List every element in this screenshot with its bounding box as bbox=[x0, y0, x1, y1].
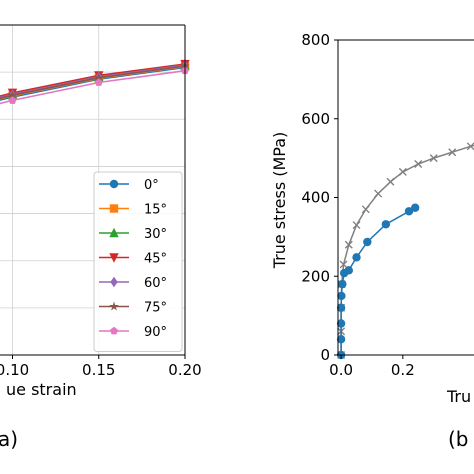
panel-b-y-axis-label: True stress (MPa) bbox=[270, 132, 289, 270]
panel-a-legend-label: 0° bbox=[144, 178, 159, 193]
panel-b-x-axis-label: Tru bbox=[446, 387, 471, 406]
panel-a: 0.10 0.15 0.20 0° 15° 30° 45° 60° 75° 90° ue str… bbox=[0, 24, 202, 451]
panel-a-legend-marker bbox=[109, 227, 119, 238]
panel-b-series-marker bbox=[410, 203, 420, 212]
panel-b-x-tick-label: 0.2 bbox=[391, 361, 415, 379]
panel-b-series-marker bbox=[336, 303, 346, 312]
panel-a-legend-marker bbox=[110, 326, 118, 335]
panel-b-y-tick-label: 400 bbox=[301, 189, 330, 207]
panel-b-series bbox=[336, 142, 474, 360]
panel-b-series-marker bbox=[386, 177, 395, 186]
panel-b-series-marker bbox=[466, 142, 474, 151]
panel-b-series-marker bbox=[336, 319, 346, 328]
panel-b-y-tick-label: 200 bbox=[301, 267, 330, 285]
panel-a-legend-label: 45° bbox=[144, 252, 167, 267]
panel-a-series bbox=[0, 59, 190, 105]
panel-a-legend-frame bbox=[93, 171, 183, 352]
panel-b-series-marker bbox=[339, 260, 348, 269]
panel-b-series-marker bbox=[337, 291, 346, 301]
panel-b-series-line bbox=[340, 207, 416, 355]
panel-b-label: (b bbox=[448, 427, 469, 451]
panel-a-series-marker bbox=[93, 72, 104, 82]
panel-b-series-marker bbox=[352, 221, 361, 230]
panel-a-x-axis-label: ue strain bbox=[6, 380, 77, 399]
panel-b-y-tick-label: 800 bbox=[301, 31, 330, 49]
panel-b-series-marker bbox=[336, 335, 346, 344]
panel-a-legend-marker bbox=[109, 301, 119, 311]
panel-b-series-marker bbox=[344, 240, 353, 249]
panel-a-series-line bbox=[0, 69, 186, 105]
panel-a-x-tick-label: 0.20 bbox=[168, 361, 201, 379]
panel-b-y-tick-label: 0 bbox=[320, 346, 330, 364]
panel-b-series-marker bbox=[429, 154, 438, 163]
panel-b-series-marker bbox=[352, 253, 361, 262]
panel-b-series-marker bbox=[361, 205, 370, 214]
panel-a-legend-label: 60° bbox=[144, 276, 167, 291]
panel-b-series-marker bbox=[363, 237, 372, 247]
panel-a-axes: 0.10 0.15 0.20 bbox=[0, 24, 202, 379]
panel-a-legend-label: 30° bbox=[144, 227, 167, 242]
panel-b-y-tick-label: 600 bbox=[301, 110, 330, 128]
panel-a-legend-marker bbox=[110, 276, 118, 288]
panel-b-series-line bbox=[340, 144, 474, 355]
panel-b-series-marker bbox=[404, 207, 414, 216]
panel-a-series-marker bbox=[7, 90, 18, 100]
panel-b-series-marker bbox=[448, 148, 457, 157]
panel-b-axes: 0 200 400 600 800 0.0 0.2 bbox=[301, 31, 474, 379]
panel-a-label: a) bbox=[0, 427, 18, 451]
panel-a-series-marker bbox=[8, 96, 17, 104]
panel-a-legend-marker bbox=[109, 253, 119, 263]
panel-b-series-marker bbox=[398, 167, 407, 176]
panel-a-x-tick-label: 0.10 bbox=[0, 361, 29, 379]
panel-a-legend-label: 15° bbox=[144, 203, 167, 218]
panel-b-x-tick-label: 0.0 bbox=[329, 361, 353, 379]
panel-a-legend: 0° 15° 30° 45° 60° 75° 90° bbox=[93, 171, 183, 352]
panel-a-series-marker bbox=[94, 78, 103, 86]
panel-a-x-tick-label: 0.15 bbox=[82, 361, 115, 379]
panel-b: 0 200 400 600 800 0.0 0.2 True stress (MPa) Tr… bbox=[270, 31, 474, 451]
panel-a-legend-marker bbox=[109, 179, 119, 189]
panel-b-series-marker bbox=[338, 279, 347, 289]
panel-b-series-marker bbox=[374, 189, 383, 198]
panel-a-legend-label: 90° bbox=[144, 325, 167, 340]
panel-b-series-marker bbox=[344, 266, 354, 275]
panel-b-series-marker bbox=[381, 220, 391, 229]
panel-a-legend-marker bbox=[109, 204, 119, 213]
panel-a-legend-label: 75° bbox=[144, 301, 167, 316]
panel-b-series-marker bbox=[414, 160, 423, 169]
panel-a-series-line bbox=[0, 63, 186, 97]
